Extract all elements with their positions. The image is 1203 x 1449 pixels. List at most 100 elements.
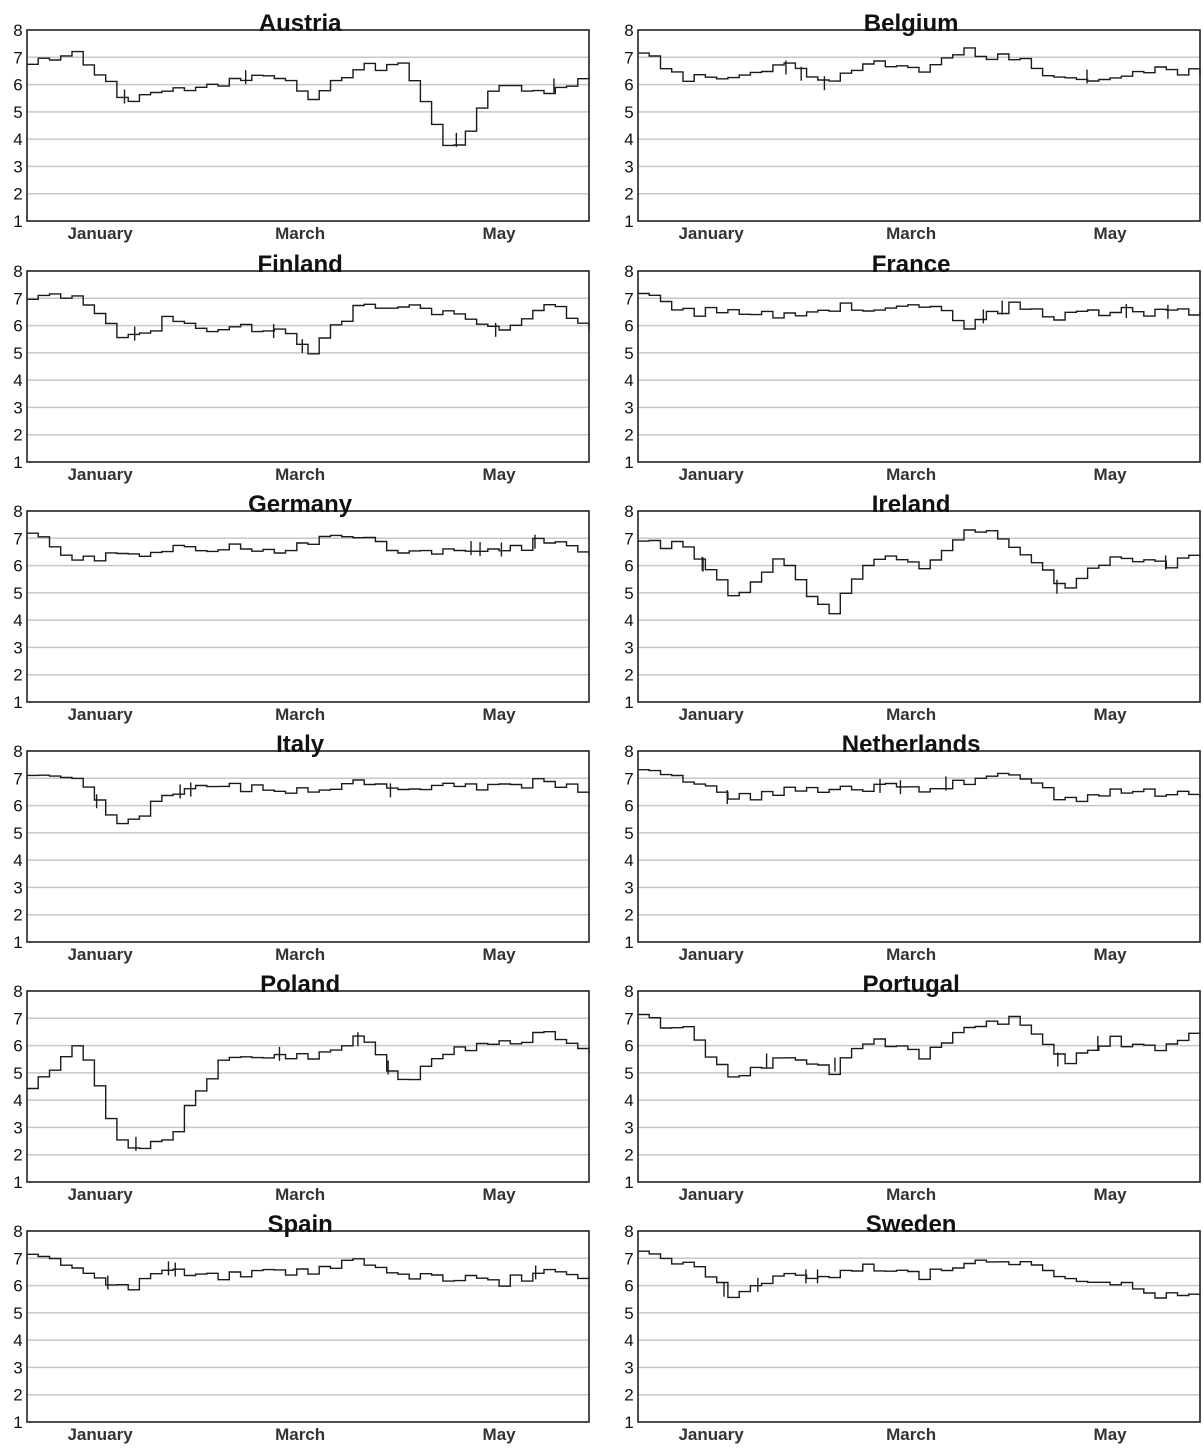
x-tick-label: May — [1094, 1185, 1128, 1204]
y-tick-label: 6 — [13, 797, 22, 816]
y-tick-label: 3 — [13, 1358, 22, 1377]
plot-frame — [26, 1230, 590, 1423]
y-tick-label: 1 — [13, 1173, 22, 1192]
x-tick-label: March — [886, 465, 936, 484]
x-tick-label: May — [483, 705, 517, 724]
chart-title: Belgium — [864, 10, 959, 37]
x-tick-label: May — [1094, 705, 1128, 724]
x-tick-label: January — [678, 705, 744, 724]
panel-portugal: 1 2 3 4 5 6 7 8 January March May Portugal — [624, 971, 1201, 1204]
x-tick-label: March — [275, 1185, 325, 1204]
plot-frame — [637, 1230, 1201, 1423]
y-tick-label: 5 — [624, 1064, 633, 1083]
plot-frame — [637, 29, 1201, 222]
chart-title: Poland — [260, 971, 340, 998]
y-tick-label: 1 — [624, 453, 633, 472]
plot-frame — [26, 270, 590, 463]
panel-poland: 1 2 3 4 5 6 7 8 January March May Poland — [13, 971, 590, 1204]
panel-italy: 1 2 3 4 5 6 7 8 January March May Italy — [13, 731, 590, 964]
y-tick-label: 4 — [13, 1331, 22, 1350]
series-line-spain — [27, 1253, 590, 1291]
y-tick-label: 1 — [624, 1173, 633, 1192]
y-tick-label: 3 — [624, 157, 633, 176]
y-tick-label: 2 — [624, 1146, 633, 1165]
y-tick-label: 2 — [624, 666, 633, 685]
y-tick-label: 2 — [624, 1386, 633, 1405]
y-tick-label: 2 — [13, 906, 22, 925]
plot-frame — [637, 270, 1201, 463]
chart-title: Germany — [248, 491, 353, 518]
chart-title: Ireland — [872, 491, 951, 518]
x-tick-label: January — [678, 1425, 744, 1444]
panel-austria: 1 2 3 4 5 6 7 8 January March May Austria — [13, 10, 590, 243]
y-tick-label: 7 — [13, 1249, 22, 1268]
x-tick-label: May — [483, 224, 517, 243]
y-tick-label: 1 — [13, 693, 22, 712]
series-line-netherlands — [638, 769, 1201, 803]
plot-frame — [637, 990, 1201, 1183]
y-tick-label: 1 — [13, 212, 22, 231]
y-tick-label: 1 — [624, 693, 633, 712]
y-tick-label: 6 — [624, 797, 633, 816]
y-tick-label: 5 — [13, 1064, 22, 1083]
x-tick-label: May — [483, 1185, 517, 1204]
y-tick-label: 6 — [13, 1277, 22, 1296]
y-tick-label: 4 — [624, 130, 633, 149]
y-tick-label: 5 — [13, 824, 22, 843]
y-tick-label: 5 — [624, 344, 633, 363]
x-tick-label: January — [67, 945, 133, 964]
y-tick-label: 6 — [624, 1277, 633, 1296]
y-tick-label: 7 — [13, 769, 22, 788]
y-tick-label: 7 — [624, 1009, 633, 1028]
y-tick-label: 1 — [13, 453, 22, 472]
y-tick-label: 1 — [624, 933, 633, 952]
x-tick-label: March — [275, 224, 325, 243]
x-tick-label: May — [1094, 945, 1128, 964]
x-tick-label: January — [678, 1185, 744, 1204]
y-tick-label: 6 — [13, 557, 22, 576]
y-tick-label: 7 — [624, 48, 633, 67]
y-tick-label: 7 — [13, 1009, 22, 1028]
chart-title: Netherlands — [842, 731, 981, 758]
panel-germany: 1 2 3 4 5 6 7 8 January March May Germany — [13, 491, 590, 724]
panel-belgium: 1 2 3 4 5 6 7 8 January March May Belgium — [624, 10, 1201, 243]
series-line-belgium — [638, 47, 1201, 82]
x-tick-label: March — [275, 465, 325, 484]
y-tick-label: 3 — [13, 398, 22, 417]
plot-frame — [26, 990, 590, 1183]
y-tick-label: 7 — [624, 1249, 633, 1268]
plot-frame — [637, 510, 1201, 703]
y-tick-label: 5 — [624, 824, 633, 843]
x-tick-label: January — [67, 224, 133, 243]
y-tick-label: 2 — [13, 426, 22, 445]
y-tick-label: 3 — [13, 638, 22, 657]
chart-title: Italy — [276, 731, 325, 758]
series-line-austria — [27, 50, 590, 147]
x-tick-label: May — [1094, 1425, 1128, 1444]
y-tick-label: 5 — [13, 344, 22, 363]
series-line-ireland — [638, 529, 1201, 615]
y-tick-label: 3 — [624, 1118, 633, 1137]
y-tick-label: 8 — [624, 1222, 633, 1241]
y-tick-label: 5 — [624, 1304, 633, 1323]
x-tick-label: March — [275, 945, 325, 964]
chart-title: Portugal — [862, 971, 959, 998]
x-tick-label: January — [678, 224, 744, 243]
x-tick-label: March — [886, 945, 936, 964]
y-tick-label: 2 — [13, 1146, 22, 1165]
panel-spain: 1 2 3 4 5 6 7 8 January March May Spain — [13, 1211, 590, 1444]
y-tick-label: 4 — [624, 371, 633, 390]
x-tick-label: March — [886, 224, 936, 243]
series-line-portugal — [638, 1013, 1201, 1078]
plot-frame — [26, 29, 590, 222]
x-tick-label: May — [1094, 224, 1128, 243]
x-tick-label: March — [275, 705, 325, 724]
y-tick-label: 6 — [13, 1037, 22, 1056]
x-tick-label: January — [67, 465, 133, 484]
y-tick-label: 6 — [13, 317, 22, 336]
y-tick-label: 8 — [624, 21, 633, 40]
y-tick-label: 8 — [13, 21, 22, 40]
y-tick-label: 8 — [624, 742, 633, 761]
y-tick-label: 6 — [624, 557, 633, 576]
